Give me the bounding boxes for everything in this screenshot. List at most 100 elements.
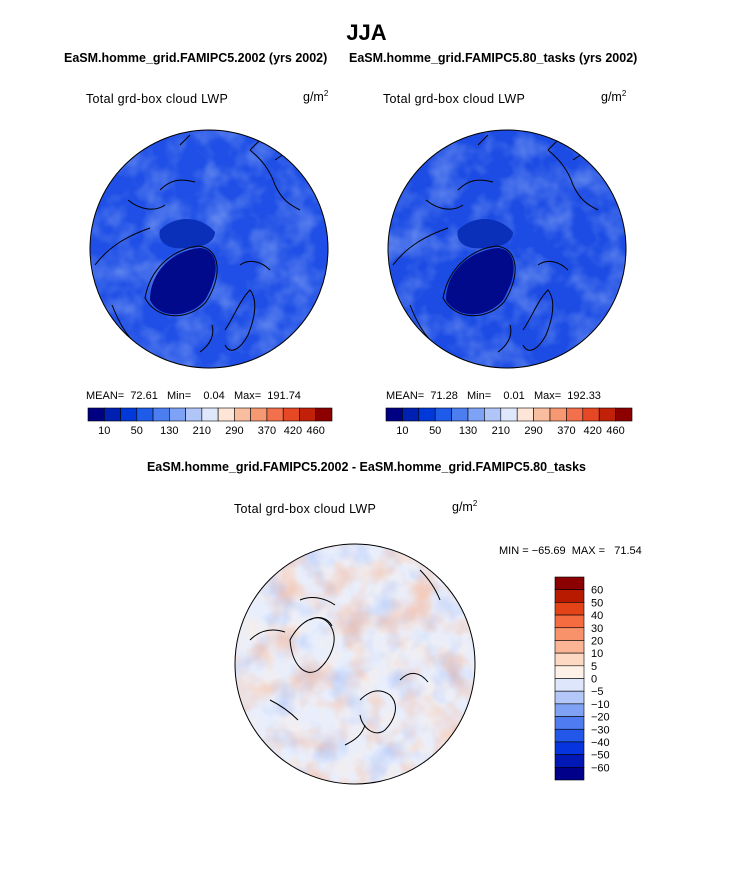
right-panel-stats: MEAN= 71.28 Min= 0.01 Max= 192.33 <box>386 390 601 402</box>
diff-colorbar-tick-label: −40 <box>591 737 610 749</box>
left-colorbar-swatch <box>266 407 284 422</box>
diff-colorbar-swatch <box>554 716 585 730</box>
right-colorbar-swatch <box>549 407 567 422</box>
left-colorbar-swatch <box>120 407 138 422</box>
right-colorbar-tick-label: 130 <box>459 425 477 437</box>
diff-colorbar-swatch <box>554 589 585 603</box>
diff-map-border <box>234 543 476 785</box>
diff-colorbar-tick-label: −60 <box>591 762 610 774</box>
right-colorbar: 10 50 130 210 290 370 420 460 <box>385 407 633 437</box>
right-colorbar-swatch <box>467 407 485 422</box>
left-colorbar-swatch <box>282 407 300 422</box>
diff-colorbar-swatch <box>554 690 585 705</box>
diff-colorbar-tick-label: 0 <box>591 674 597 686</box>
diff-colorbar-swatch <box>554 640 585 654</box>
right-colorbar-swatch <box>615 407 633 422</box>
left-colorbar-swatch <box>185 407 203 422</box>
left-colorbar-tick-label: 50 <box>131 425 143 437</box>
left-map-coastlines <box>94 149 301 353</box>
diff-colorbar-swatch <box>554 576 585 590</box>
right-colorbar-swatch <box>451 407 469 422</box>
left-map <box>89 129 329 369</box>
right-colorbar-tick-label: 370 <box>557 425 575 437</box>
diff-panel-units: g/m2 <box>452 499 478 515</box>
right-panel-variable-label: Total grd-box cloud LWP <box>383 92 526 106</box>
right-colorbar-swatch <box>434 407 452 422</box>
diff-colorbar-swatch <box>554 767 585 781</box>
right-colorbar-swatch <box>484 407 502 422</box>
right-colorbar-tick-label: 210 <box>492 425 510 437</box>
right-colorbar-swatch <box>566 407 584 422</box>
diff-colorbar-swatch <box>554 652 585 667</box>
left-map-arctic-low <box>159 218 215 249</box>
diff-colorbar-tick-label: −50 <box>591 750 610 762</box>
right-colorbar-tick-label: 460 <box>606 425 624 437</box>
left-panel-stats: MEAN= 72.61 Min= 0.04 Max= 191.74 <box>86 390 301 402</box>
right-colorbar-tick-label: 50 <box>429 425 441 437</box>
left-colorbar-tick-label: 460 <box>307 425 325 437</box>
diff-colorbar-swatch <box>554 703 585 717</box>
right-case-title: EaSM.homme_grid.FAMIPC5.80_tasks (yrs 20… <box>349 51 638 65</box>
diff-colorbar-tick-label: −10 <box>591 699 610 711</box>
diff-colorbar-swatch <box>554 754 585 768</box>
diff-colorbar-swatch <box>554 665 585 679</box>
right-map-greenland-low <box>446 248 514 315</box>
diff-colorbar-swatch <box>554 614 585 629</box>
left-colorbar-tick-label: 130 <box>160 425 178 437</box>
right-colorbar-swatch <box>500 407 518 422</box>
diff-colorbar-tick-label: 60 <box>591 585 603 597</box>
right-panel-units: g/m2 <box>601 89 627 105</box>
diff-colorbar-tick-label: 40 <box>591 610 603 622</box>
right-colorbar-tick-label: 420 <box>583 425 601 437</box>
right-colorbar-swatch <box>582 407 600 422</box>
right-map-border <box>387 129 627 369</box>
right-map-arctic-low <box>457 218 513 249</box>
diff-colorbar-tick-label: 50 <box>591 597 603 609</box>
diff-colorbar-swatch <box>554 728 585 743</box>
right-colorbar-swatch <box>533 407 551 422</box>
diff-colorbar-tick-label: −5 <box>591 686 604 698</box>
diff-colorbar-tick-label: 20 <box>591 635 603 647</box>
right-colorbar-tick-label: 290 <box>524 425 542 437</box>
left-colorbar-swatch <box>136 407 154 422</box>
diff-map-coastlines <box>249 569 441 746</box>
diff-panel-variable-label: Total grd-box cloud LWP <box>234 502 377 516</box>
diff-colorbar-tick-label: 30 <box>591 623 603 635</box>
diff-colorbar-swatch <box>554 627 585 641</box>
diff-panel-stats: MIN = −65.69 MAX = 71.54 <box>499 545 642 557</box>
left-colorbar-swatch <box>250 407 268 422</box>
left-colorbar-tick-label: 420 <box>284 425 302 437</box>
right-colorbar-swatch <box>516 407 534 422</box>
diff-map <box>234 543 476 785</box>
left-case-title: EaSM.homme_grid.FAMIPC5.2002 (yrs 2002) <box>64 51 328 65</box>
left-colorbar-tick-label: 290 <box>225 425 243 437</box>
left-colorbar-swatch <box>103 407 121 422</box>
diff-colorbar-tick-label: 10 <box>591 648 603 660</box>
left-panel-variable-label: Total grd-box cloud LWP <box>86 92 229 106</box>
right-colorbar-tick-label: 10 <box>396 425 408 437</box>
right-colorbar-swatch <box>402 407 420 422</box>
right-map <box>387 129 627 369</box>
diff-colorbar-tick-label: −30 <box>591 724 610 736</box>
left-colorbar-swatch <box>169 407 186 422</box>
right-map-coastlines <box>392 149 599 353</box>
left-colorbar-tick-label: 10 <box>98 425 110 437</box>
left-map-greenland-low <box>150 248 216 315</box>
main-title: JJA <box>346 20 387 45</box>
left-colorbar-tick-label: 370 <box>258 425 276 437</box>
left-colorbar-swatch <box>87 407 105 422</box>
left-panel-units: g/m2 <box>303 89 329 105</box>
left-colorbar-swatch <box>201 407 219 422</box>
left-colorbar-swatch <box>152 407 170 422</box>
left-colorbar: 10 50 130 210 290 370 420 460 <box>87 407 333 437</box>
left-colorbar-tick-label: 210 <box>193 425 211 437</box>
diff-colorbar-tick-label: −20 <box>591 712 610 724</box>
diff-colorbar-swatch <box>554 678 585 692</box>
right-colorbar-swatch <box>418 407 436 422</box>
diff-colorbar-swatch <box>554 602 585 616</box>
diff-map-positive-anomaly-field <box>235 544 475 784</box>
left-colorbar-swatch <box>217 407 235 422</box>
right-colorbar-swatch <box>598 407 616 422</box>
